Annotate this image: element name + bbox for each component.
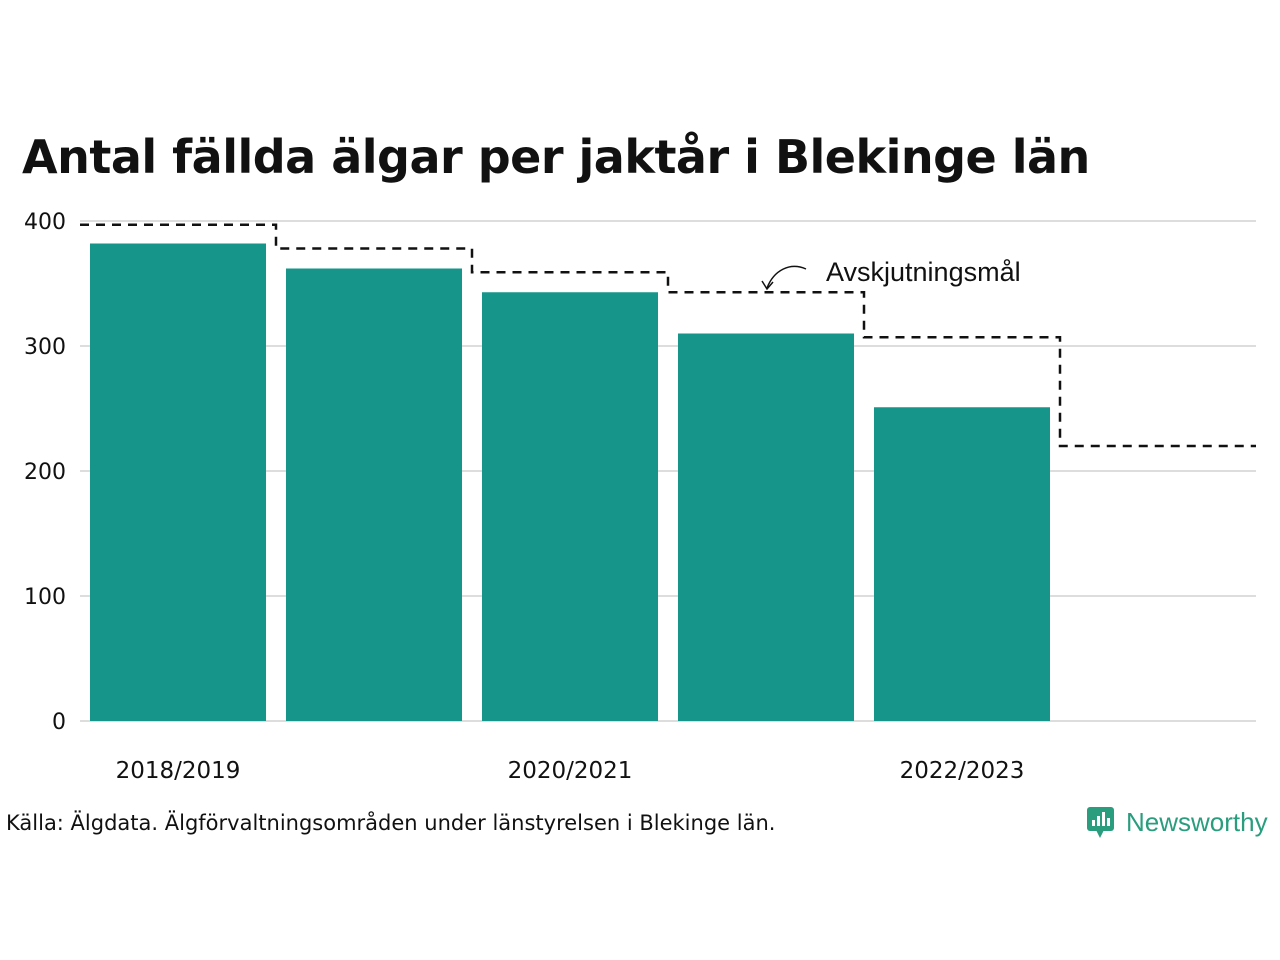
annotation-arrow: [766, 265, 807, 289]
target-step-line: [80, 223, 1256, 448]
chart-title: Antal fällda älgar per jaktår i Blekinge…: [22, 130, 1090, 184]
brand-logo: Newsworthy: [1086, 803, 1268, 841]
y-tick-label: 300: [24, 335, 66, 360]
y-tick-label: 0: [52, 710, 66, 735]
brand-name: Newsworthy: [1126, 806, 1268, 837]
bar: [678, 333, 854, 721]
source-note: Källa: Älgdata. Älgförvaltningsområden u…: [6, 811, 776, 835]
bar: [874, 407, 1050, 721]
x-tick-label: 2018/2019: [116, 758, 241, 784]
y-tick-label: 100: [24, 585, 66, 610]
bar: [90, 243, 266, 721]
bar-chart: 0 100 200 300 400 2018/2019 2020/2021 2022/2023…: [24, 210, 1256, 784]
x-tick-label: 2020/2021: [508, 758, 633, 784]
annotation-arrowhead: [761, 280, 774, 291]
y-tick-label: 200: [24, 460, 66, 485]
chart-speech-bubble-icon: [1087, 807, 1114, 838]
bar: [286, 268, 462, 721]
x-tick-label: 2022/2023: [900, 758, 1025, 784]
target-annotation-label: Avskjutningsmål: [826, 257, 1021, 287]
bar: [482, 292, 658, 721]
y-tick-label: 400: [24, 210, 66, 235]
